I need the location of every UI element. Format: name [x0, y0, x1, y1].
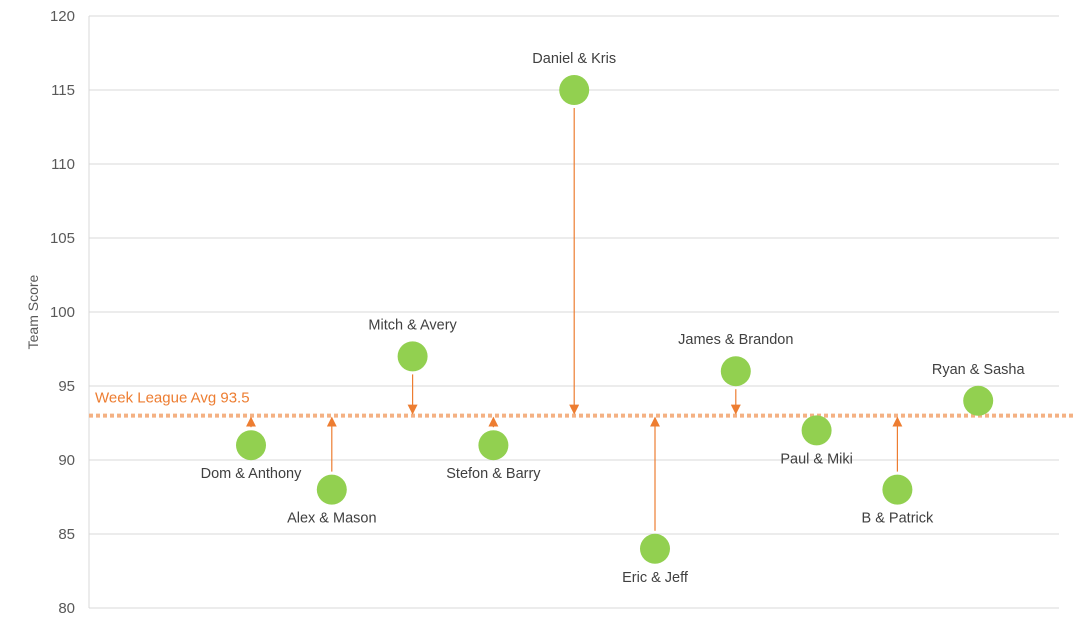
- team-point: [801, 415, 832, 446]
- team-point: [478, 430, 509, 461]
- y-axis-title: Team Score: [25, 274, 41, 349]
- y-tick-label: 95: [58, 378, 75, 395]
- team-label: James & Brandon: [678, 332, 793, 348]
- y-tick-label: 120: [50, 8, 75, 25]
- y-tick-label: 80: [58, 600, 75, 617]
- deviation-arrows: [246, 108, 903, 531]
- team-label: Dom & Anthony: [201, 466, 302, 482]
- y-tick-label: 115: [51, 82, 75, 99]
- team-point: [316, 474, 347, 505]
- team-label: Paul & Miki: [780, 451, 853, 467]
- team-label: Stefon & Barry: [446, 466, 541, 482]
- league-average-label: Week League Avg 93.5: [95, 390, 250, 407]
- team-label: Eric & Jeff: [622, 570, 689, 586]
- y-tick-label: 110: [51, 156, 75, 173]
- league-average-line: Week League Avg 93.5: [89, 390, 1075, 418]
- y-tick-label: 100: [50, 304, 75, 321]
- team-point: [397, 341, 428, 372]
- team-points: [236, 75, 994, 564]
- team-label: Mitch & Avery: [368, 317, 457, 333]
- team-point: [559, 75, 590, 105]
- team-labels: Dom & Anthony Alex & Mason Mitch & Avery St…: [201, 51, 1026, 586]
- team-point: [720, 356, 751, 387]
- y-axis: 80 85 90 95 100 105 110 115 120 Team Score: [25, 8, 90, 617]
- team-point: [882, 474, 913, 505]
- y-tick-label: 85: [58, 526, 75, 543]
- team-point: [963, 385, 994, 416]
- team-label: Daniel & Kris: [532, 51, 616, 67]
- team-label: Ryan & Sasha: [932, 362, 1026, 378]
- team-point: [640, 533, 670, 564]
- y-tick-label: 90: [58, 452, 75, 469]
- team-label: Alex & Mason: [287, 511, 376, 527]
- team-point: [236, 430, 266, 461]
- y-tick-label: 105: [50, 230, 75, 247]
- team-label: B & Patrick: [862, 511, 934, 527]
